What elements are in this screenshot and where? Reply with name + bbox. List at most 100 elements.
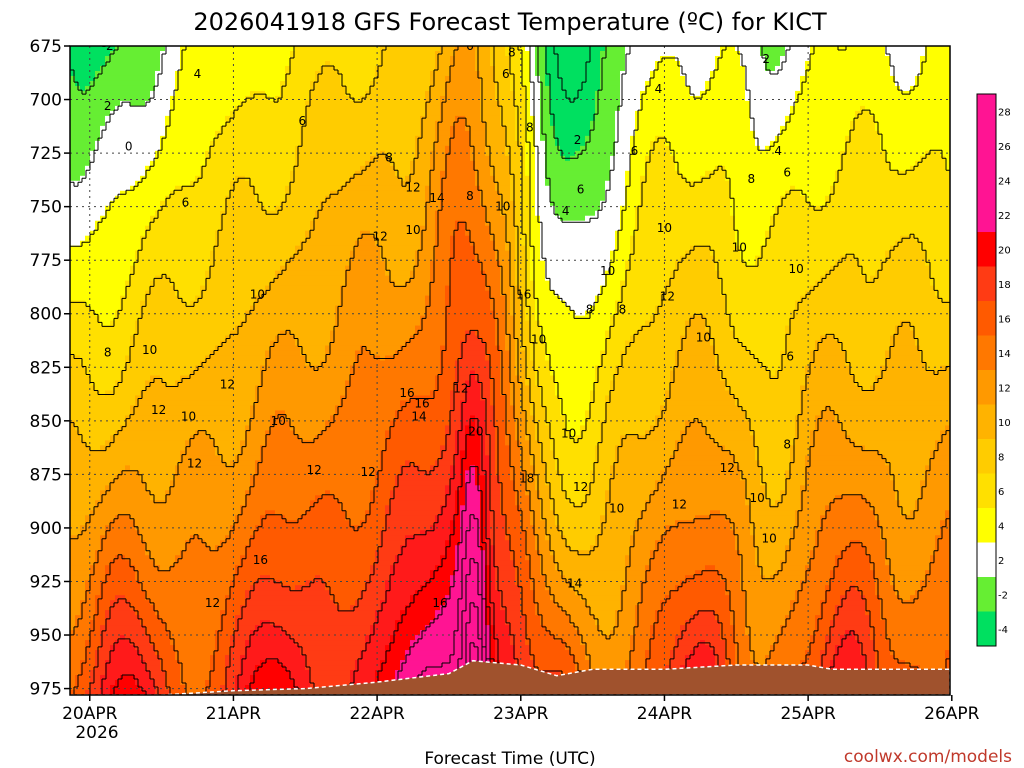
contour-label: 10	[250, 288, 265, 302]
colorbar-swatch	[977, 129, 996, 164]
x-tick-label: 23APR	[493, 704, 549, 724]
colorbar-swatch	[977, 474, 996, 509]
y-tick-label: 925	[30, 572, 62, 592]
contour-label: 20	[468, 425, 483, 439]
contour-label: 16	[432, 596, 447, 610]
contour-label: 12	[660, 290, 675, 304]
contour-label: 8	[385, 150, 393, 164]
colorbar-tick-label: 28	[998, 107, 1011, 118]
year-label: 2026	[75, 723, 118, 743]
contour-label: 8	[747, 172, 755, 186]
colorbar-swatch	[977, 405, 996, 440]
contour-label: 12	[220, 377, 235, 391]
contour-label: 4	[774, 144, 782, 158]
colorbar-swatch	[977, 94, 996, 129]
contour-label: 8	[466, 189, 474, 203]
contour-label: 10	[696, 330, 711, 344]
contour-label: 12	[360, 465, 375, 479]
x-tick-label: 26APR	[924, 704, 980, 724]
contour-label: 10	[495, 200, 510, 214]
contour-label: 14	[429, 191, 444, 205]
credit-label: coolwx.com/models	[844, 747, 1012, 767]
colorbar-tick-label: 4	[998, 521, 1004, 532]
colorbar-tick-label: -4	[998, 625, 1008, 636]
contour-label: 2	[762, 52, 770, 66]
contour-label: 16	[516, 288, 531, 302]
contour-label: 10	[609, 502, 624, 516]
contour-label: 12	[205, 596, 220, 610]
contour-label: 12	[573, 480, 588, 494]
contour-label: 14	[411, 410, 426, 424]
colorbar-tick-label: 14	[998, 349, 1011, 360]
colorbar-swatch	[977, 232, 996, 267]
contour-label: 6	[502, 67, 510, 81]
contour-label: 6	[783, 165, 791, 179]
y-tick-label: 825	[30, 358, 62, 378]
contour-label: 10	[142, 343, 157, 357]
colorbar-tick-label: 22	[998, 211, 1011, 222]
contour-label: 10	[561, 427, 576, 441]
x-tick-label: 22APR	[349, 704, 405, 724]
colorbar-swatch	[977, 439, 996, 474]
contour-label: 6	[577, 183, 585, 197]
contour-label: 16	[253, 553, 268, 567]
colorbar-tick-label: 10	[998, 418, 1011, 429]
x-axis-title: Forecast Time (UTC)	[424, 749, 595, 768]
colorbar-tick-label: 6	[998, 487, 1004, 498]
colorbar-swatch	[977, 336, 996, 371]
colorbar-tick-label: 24	[998, 176, 1011, 187]
y-tick-label: 800	[30, 305, 62, 325]
contour-label: 10	[750, 491, 765, 505]
chart-title: 2026041918 GFS Forecast Temperature (ºC)…	[193, 8, 827, 36]
contour-label: 12	[151, 403, 166, 417]
contour-label: 6	[298, 114, 306, 128]
contour-label: 12	[720, 461, 735, 475]
colorbar-tick-label: 20	[998, 245, 1011, 256]
colorbar-swatch	[977, 370, 996, 405]
contour-label: 10	[405, 223, 420, 237]
y-tick-label: 850	[30, 412, 62, 432]
contour-label: 10	[600, 264, 615, 278]
x-tick-label: 25APR	[780, 704, 836, 724]
contour-label: 10	[732, 240, 747, 254]
y-tick-label: 675	[30, 37, 62, 57]
colorbar-tick-label: -2	[998, 590, 1008, 601]
colorbar-swatch	[977, 267, 996, 302]
colorbar-swatch	[977, 577, 996, 612]
contour-label: 12	[672, 497, 687, 511]
contour-label: 6	[182, 195, 190, 209]
x-tick-label: 21APR	[206, 704, 262, 724]
y-tick-label: 775	[30, 251, 62, 271]
contour-label: 8	[508, 45, 516, 59]
contour-label: 8	[783, 437, 791, 451]
contour-label: 10	[657, 221, 672, 235]
contour-label: 12	[372, 230, 387, 244]
contour-label: 12	[307, 463, 322, 477]
contour-label: 8	[104, 345, 112, 359]
y-tick-label: 750	[30, 198, 62, 218]
contour-label: 14	[567, 577, 582, 591]
colorbar-tick-label: 16	[998, 314, 1011, 325]
colorbar-swatch	[977, 612, 996, 647]
colorbar-swatch	[977, 301, 996, 336]
x-tick-label: 24APR	[637, 704, 693, 724]
contour-label: 4	[562, 204, 570, 218]
contour-label: 6	[786, 350, 794, 364]
contour-label: 16	[414, 397, 429, 411]
x-tick-label: 20APR	[62, 704, 118, 724]
colorbar-tick-label: 2	[998, 556, 1004, 567]
contour-label: 10	[788, 262, 803, 276]
contour-label: 10	[181, 410, 196, 424]
contour-label: 12	[453, 382, 468, 396]
contour-label: 18	[519, 472, 534, 486]
y-tick-label: 950	[30, 626, 62, 646]
colorbar-swatch	[977, 508, 996, 543]
y-tick-label: 700	[30, 91, 62, 111]
colorbar-swatch	[977, 198, 996, 233]
x-axis: 20APR21APR22APR23APR24APR25APR26APR27APR	[62, 695, 1024, 724]
colorbar-tick-label: 12	[998, 383, 1011, 394]
